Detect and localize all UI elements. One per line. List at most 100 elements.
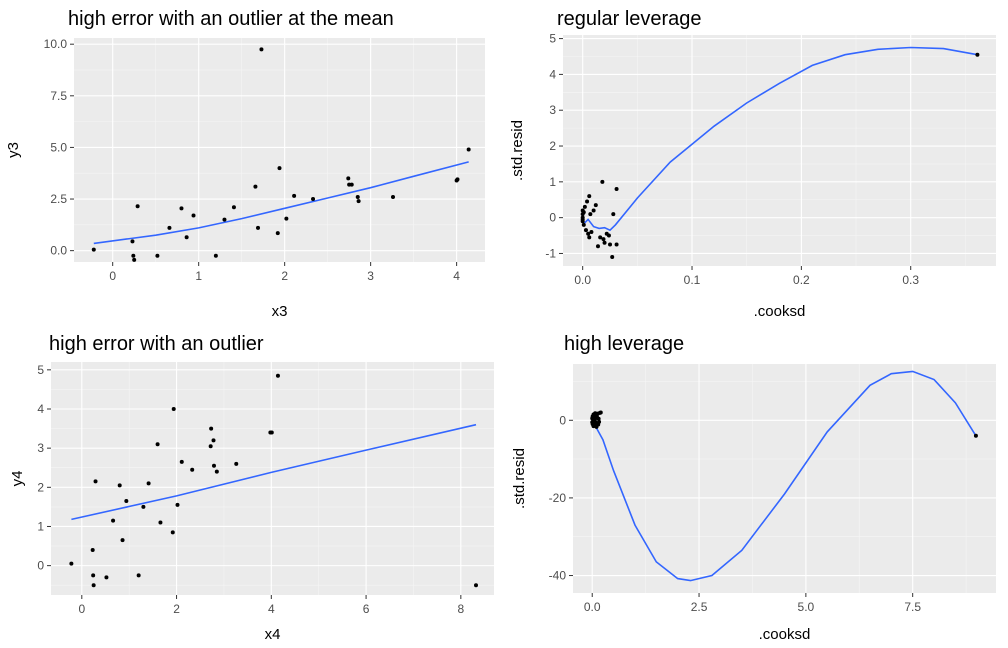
panel-3-data-point bbox=[117, 483, 122, 488]
panel-3-data-point bbox=[473, 583, 478, 588]
panel-1-data-point bbox=[184, 235, 189, 240]
panel-2-data-point bbox=[606, 233, 611, 238]
panel-3-data-point bbox=[211, 438, 216, 443]
panel-2-x-tick-label: 0.0 bbox=[574, 273, 591, 287]
panel-3-data-point bbox=[155, 442, 160, 447]
panel-3-y-axis-title: y4 bbox=[9, 471, 26, 487]
panel-4-x-tick-label: 0.0 bbox=[584, 600, 601, 614]
panel-2-data-point bbox=[582, 204, 587, 209]
panel-2-data-point bbox=[591, 208, 596, 213]
panel-3-data-point bbox=[91, 573, 96, 578]
panel-3-data-point bbox=[69, 561, 74, 566]
panel-3-data-point bbox=[179, 459, 184, 464]
panel-3-data-point bbox=[234, 461, 239, 466]
panel-2-x-axis-title: .cooksd bbox=[754, 303, 806, 320]
panel-2-y-tick-label: 5 bbox=[549, 32, 556, 46]
panel-4-data-point bbox=[973, 433, 978, 438]
panel-1-data-point bbox=[455, 177, 460, 182]
panel-1-data-point bbox=[222, 217, 227, 222]
panel-2-title: regular leverage bbox=[557, 8, 702, 30]
panel-4-y-tick-label: -40 bbox=[549, 569, 567, 583]
panel-1-x-axis-title: x3 bbox=[272, 303, 288, 320]
panel-2-data-point bbox=[589, 229, 594, 234]
panel-3-data-point bbox=[190, 467, 195, 472]
panel-3-data-point bbox=[111, 518, 116, 523]
panel-1-data-point bbox=[130, 239, 135, 244]
panel-2-y-tick-label: -1 bbox=[545, 246, 556, 260]
panel-2-data-point bbox=[608, 242, 613, 247]
panel-4-data-point bbox=[598, 410, 603, 415]
panel-3-data-point bbox=[136, 573, 141, 578]
panel-2-data-point bbox=[581, 222, 586, 227]
panel-2-data-point bbox=[598, 235, 603, 240]
panel-3-data-point bbox=[124, 499, 129, 504]
panel-2-data-point bbox=[580, 219, 585, 224]
panel-1-data-point bbox=[355, 194, 360, 199]
panel-3: 0 2 4 6 8 0 1 2 3 4 5 high error with an outlier x4 y… bbox=[9, 333, 494, 643]
panel-2-data-point bbox=[585, 199, 590, 204]
panel-3-data-point bbox=[208, 444, 213, 449]
panel-1-y-tick-label: 2.5 bbox=[50, 192, 67, 206]
panel-2-smooth-line bbox=[582, 46, 978, 232]
panel-3-data-point bbox=[275, 373, 280, 378]
panel-1-background bbox=[74, 38, 485, 262]
panel-2-data-point bbox=[595, 244, 600, 249]
panel-1-data-point bbox=[466, 147, 471, 152]
panel-1-y-tick-label: 5.0 bbox=[50, 140, 67, 154]
panel-2-data-point bbox=[586, 231, 591, 236]
panel-4-data-point bbox=[597, 419, 602, 424]
panel-1-data-point bbox=[167, 225, 172, 230]
panel-3-data-point bbox=[269, 430, 274, 435]
panel-2-data-point bbox=[587, 194, 592, 199]
panel-1-data-point bbox=[292, 193, 297, 198]
panel-3-y-tick-label: 1 bbox=[37, 519, 44, 533]
panel-3-x-tick-label: 2 bbox=[173, 602, 180, 616]
panel-1-data-point bbox=[346, 176, 351, 181]
panel-2-y-tick-label: 2 bbox=[549, 139, 556, 153]
panel-1-data-point bbox=[179, 206, 184, 211]
panel-1-data-point bbox=[231, 205, 236, 210]
panel-3-data-point bbox=[141, 504, 146, 509]
panel-2-data-point bbox=[610, 255, 615, 260]
panel-1-data-point bbox=[356, 199, 361, 204]
panel-3-title: high error with an outlier bbox=[49, 333, 264, 355]
panel-1-data-point bbox=[132, 257, 137, 262]
panel-2-data-point bbox=[614, 187, 619, 191]
panel-1-data-point bbox=[155, 253, 160, 258]
panel-3-data-point bbox=[146, 481, 151, 486]
panel-3-smooth-line bbox=[71, 423, 477, 521]
panel-1-data-point bbox=[191, 213, 196, 218]
panel-3-data-point bbox=[214, 469, 219, 474]
panel-3-y-tick-label: 0 bbox=[37, 559, 44, 573]
panel-3-data-point bbox=[120, 538, 125, 543]
panel-3-data-point bbox=[171, 406, 176, 411]
panel-3-data-point bbox=[93, 479, 98, 484]
panel-3-y-tick-label: 3 bbox=[37, 441, 44, 455]
panel-1-data-point bbox=[275, 231, 280, 236]
panel-3-x-tick-label: 6 bbox=[363, 602, 370, 616]
panel-1-data-point bbox=[284, 216, 289, 221]
panel-1-y-tick-label: 0.0 bbox=[50, 244, 67, 258]
panel-2-y-axis-title: .std.resid bbox=[509, 120, 526, 181]
panel-1-x-tick-label: 4 bbox=[453, 269, 460, 283]
panel-2-data-point bbox=[975, 52, 980, 57]
panel-1-x-tick-label: 1 bbox=[195, 269, 202, 283]
panel-2-y-tick-label: 1 bbox=[549, 175, 556, 189]
panel-3-x-tick-label: 4 bbox=[268, 602, 275, 616]
panel-2-data-point bbox=[593, 203, 598, 208]
panel-4: 0.0 2.5 5.0 7.5 -40 -20 0 high leverage .cooksd.… bbox=[511, 333, 996, 643]
panel-3-x-tick-label: 0 bbox=[78, 602, 85, 616]
panel-2-y-tick-label: 4 bbox=[549, 67, 556, 81]
panel-1-title: high error with an outlier at the mean bbox=[68, 8, 394, 30]
panel-3-data-point bbox=[91, 583, 96, 588]
panel-4-x-tick-label: 2.5 bbox=[691, 600, 708, 614]
panel-4-x-axis-title: .cooksd bbox=[759, 626, 811, 643]
panel-2-data-point bbox=[583, 228, 588, 233]
panel-3-data-point bbox=[158, 520, 163, 525]
panel-2-data-point bbox=[600, 179, 605, 184]
panel-3-y-tick-label: 2 bbox=[37, 480, 44, 494]
panel-3-y-tick-label: 4 bbox=[37, 402, 44, 416]
panel-3-background bbox=[51, 362, 494, 595]
panel-3-data-point bbox=[104, 575, 109, 580]
panel-4-y-axis-title: .std.resid bbox=[511, 448, 528, 509]
